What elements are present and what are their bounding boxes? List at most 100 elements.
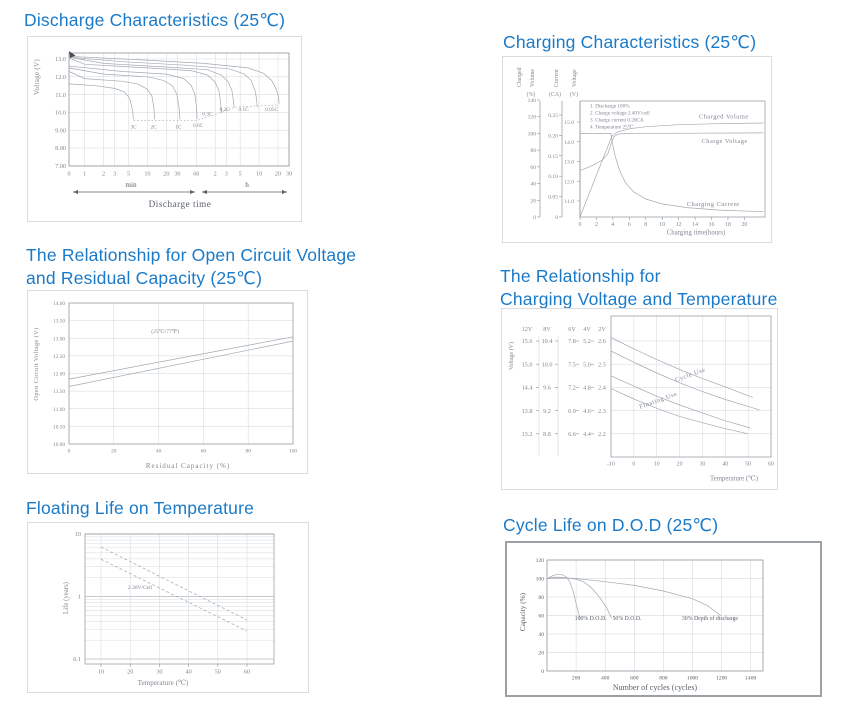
ocv-title-line1: The Relationship for Open Circuit Voltag…: [26, 245, 357, 265]
cv-temp-title-line2: Charging Voltage and Temperature: [500, 289, 778, 309]
svg-text:Discharge time: Discharge time: [149, 199, 212, 209]
svg-text:11.0: 11.0: [55, 92, 66, 99]
svg-text:(V): (V): [570, 91, 578, 98]
svg-text:20: 20: [275, 171, 281, 178]
svg-text:Charge Voltage: Charge Voltage: [702, 138, 748, 145]
svg-text:0: 0: [67, 171, 70, 178]
svg-text:5: 5: [239, 171, 242, 178]
svg-text:3C: 3C: [130, 125, 137, 131]
svg-text:0.1C: 0.1C: [239, 107, 250, 113]
svg-text:12: 12: [676, 222, 682, 228]
cycle-life-title-line1: Cycle Life on D.O.D (25℃): [503, 515, 719, 535]
cv-temp-chart: 12V 15.6 15.0 14.4 13.8 13.2 8V 10.4 10.0 9.6 9.2 8…: [508, 315, 774, 483]
svg-text:(CA): (CA): [549, 91, 561, 98]
svg-text:13.00: 13.00: [53, 336, 65, 342]
svg-text:2.3: 2.3: [598, 408, 606, 415]
svg-text:8.00: 8.00: [55, 145, 66, 152]
svg-text:600: 600: [630, 676, 639, 682]
svg-text:Floating Use: Floating Use: [638, 390, 678, 410]
svg-text:(25℃/77℉): (25℃/77℉): [151, 328, 179, 335]
svg-text:10: 10: [654, 462, 660, 468]
svg-text:40: 40: [722, 462, 728, 468]
svg-text:4.4: 4.4: [583, 431, 591, 438]
svg-text:0: 0: [632, 462, 635, 468]
svg-text:h: h: [245, 181, 249, 189]
ocv-chart: 14.00 13.50 13.00 12.50 12.00 11.50 11.00 10.50…: [33, 301, 298, 470]
svg-text:9.00: 9.00: [55, 127, 66, 134]
svg-text:Current: Current: [554, 69, 560, 87]
svg-text:10: 10: [98, 669, 104, 676]
svg-text:10.0: 10.0: [542, 361, 553, 368]
svg-text:40: 40: [156, 449, 162, 455]
svg-text:7.5: 7.5: [568, 361, 576, 368]
svg-text:min: min: [125, 181, 137, 189]
svg-text:2: 2: [214, 171, 217, 178]
svg-text:Temperature (℃): Temperature (℃): [710, 476, 758, 483]
discharge-chart: Voltage (V) 13.012.011.010.09.008.007.000…: [33, 51, 292, 209]
svg-text:2. Charge voltage 2.40V/cell: 2. Charge voltage 2.40V/cell: [590, 111, 650, 117]
svg-text:15.6: 15.6: [522, 338, 533, 345]
svg-text:Temperature (℃): Temperature (℃): [138, 679, 189, 687]
svg-text:5.2: 5.2: [583, 338, 591, 345]
svg-text:10: 10: [256, 171, 262, 178]
svg-text:100: 100: [289, 449, 298, 455]
discharge-chart-panel: Voltage (V) 13.0 12.0 11.0 10.0 9.00 8.00 7.00 0…: [27, 36, 302, 222]
svg-text:60: 60: [530, 165, 536, 171]
svg-text:20: 20: [677, 462, 683, 468]
plot-border: [610, 315, 772, 458]
svg-text:20: 20: [163, 171, 169, 178]
svg-text:0: 0: [579, 222, 582, 228]
svg-text:14.00: 14.00: [53, 301, 65, 307]
svg-text:3: 3: [113, 171, 116, 178]
svg-text:6V: 6V: [568, 326, 576, 333]
svg-text:1200: 1200: [716, 676, 727, 682]
cv-temp-title: The Relationship for Charging Voltage an…: [500, 265, 778, 311]
svg-text:Voltage (V): Voltage (V): [33, 59, 41, 95]
plot-border: [546, 559, 764, 672]
start-marker: [69, 51, 76, 58]
svg-text:40: 40: [186, 669, 192, 676]
svg-text:9.6: 9.6: [543, 385, 551, 392]
svg-text:100: 100: [536, 577, 545, 583]
svg-text:0.3C: 0.3C: [202, 112, 213, 118]
svg-text:Voltage: Voltage: [572, 69, 578, 87]
svg-text:1C: 1C: [175, 125, 182, 131]
svg-text:18: 18: [725, 222, 731, 228]
svg-text:1400: 1400: [745, 676, 756, 682]
ocv-title: The Relationship for Open Circuit Voltag…: [26, 244, 356, 290]
svg-text:11.0: 11.0: [564, 199, 574, 205]
svg-text:4: 4: [611, 222, 614, 228]
cv-temp-title-line1: The Relationship for: [500, 266, 661, 286]
float-life-chart: 10 1 0.1 10 20 30 40 50 60 Life (years) Temperatur…: [63, 531, 275, 687]
svg-text:30: 30: [156, 669, 162, 676]
svg-text:Capacity (%): Capacity (%): [519, 592, 527, 631]
svg-text:120: 120: [528, 115, 537, 121]
svg-text:80: 80: [530, 148, 536, 154]
svg-text:400: 400: [601, 676, 610, 682]
svg-text:0.05: 0.05: [548, 195, 558, 201]
charging-chart: Charged Volume(%)020406080100120140Curren…: [517, 67, 766, 237]
svg-text:12.0: 12.0: [55, 74, 66, 81]
svg-text:8.8: 8.8: [543, 431, 551, 438]
charging-title-line1: Charging Characteristics (25℃): [503, 32, 757, 52]
svg-text:5: 5: [127, 171, 130, 178]
svg-text:15.0: 15.0: [564, 120, 574, 126]
svg-text:0.6C: 0.6C: [193, 123, 204, 129]
svg-text:10: 10: [144, 171, 150, 178]
svg-text:3: 3: [225, 171, 228, 178]
svg-text:0: 0: [68, 449, 71, 455]
svg-text:140: 140: [528, 98, 537, 104]
svg-text:30: 30: [174, 171, 180, 178]
svg-text:Charging Current: Charging Current: [687, 201, 740, 208]
plot-border: [68, 302, 294, 445]
svg-text:10.50: 10.50: [53, 424, 65, 430]
svg-text:30% Depth of discharge: 30% Depth of discharge: [682, 615, 739, 622]
svg-text:12.0: 12.0: [564, 179, 574, 185]
svg-text:30: 30: [286, 171, 292, 178]
svg-text:1: 1: [83, 171, 86, 178]
svg-text:3. Charge current 0.20CA: 3. Charge current 0.20CA: [590, 118, 644, 124]
svg-text:0: 0: [555, 215, 558, 221]
cycle-life-title: Cycle Life on D.O.D (25℃): [503, 514, 718, 537]
svg-text:Residual Capacity (%): Residual Capacity (%): [146, 462, 230, 470]
